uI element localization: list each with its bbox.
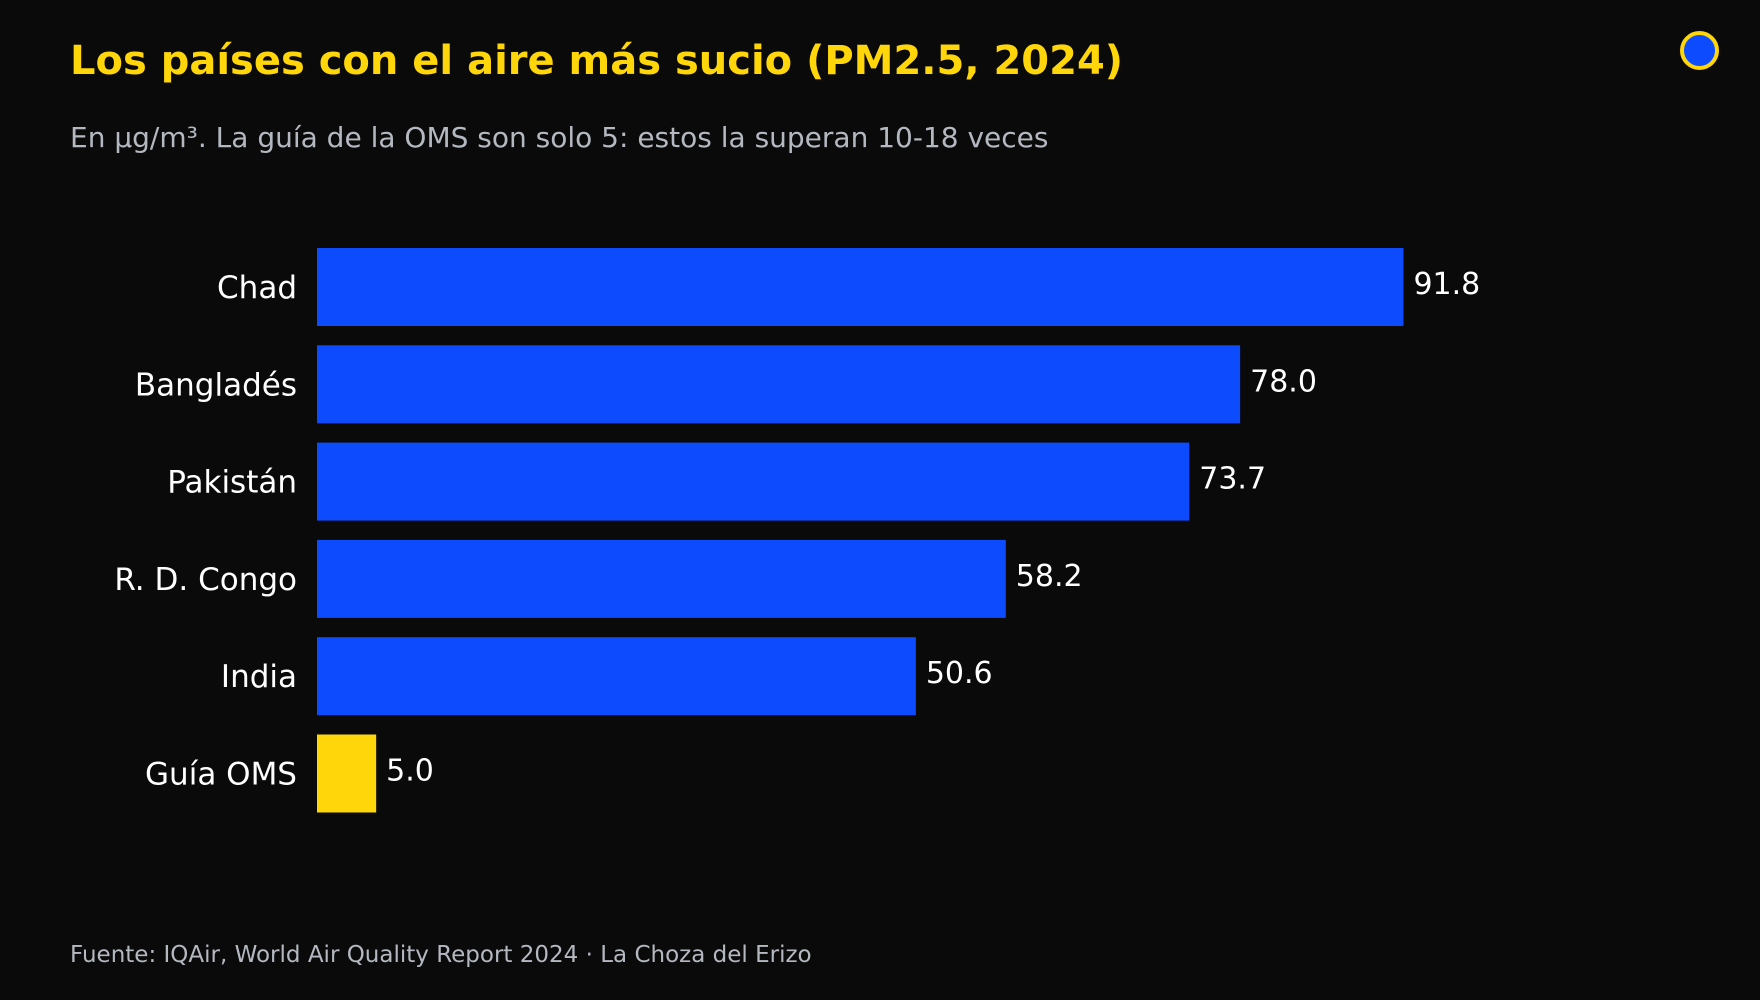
bar-4 — [317, 637, 916, 716]
category-label: Bangladés — [135, 367, 297, 403]
circle-logo-icon — [1680, 31, 1719, 70]
value-label: 73.7 — [1199, 462, 1266, 497]
category-label: Guía OMS — [145, 757, 297, 793]
value-label: 91.8 — [1413, 267, 1480, 302]
value-label: 5.0 — [386, 754, 434, 789]
category-label: Chad — [217, 270, 297, 306]
bar-1 — [317, 345, 1241, 424]
value-label: 58.2 — [1016, 559, 1083, 594]
source-footer: Fuente: IQAir, World Air Quality Report … — [70, 942, 812, 968]
bar-3 — [317, 539, 1006, 618]
category-label: Pakistán — [167, 465, 297, 501]
bar-2 — [317, 442, 1190, 521]
value-label: 78.0 — [1250, 364, 1317, 399]
bar-5 — [317, 734, 377, 813]
chart-title: Los países con el aire más sucio (PM2.5,… — [70, 38, 1124, 84]
category-label: R. D. Congo — [114, 562, 297, 598]
value-label: 50.6 — [926, 656, 993, 691]
chart-subtitle: En µg/m³. La guía de la OMS son solo 5: … — [70, 121, 1049, 154]
bar-0 — [317, 248, 1404, 326]
category-label: India — [221, 659, 297, 695]
